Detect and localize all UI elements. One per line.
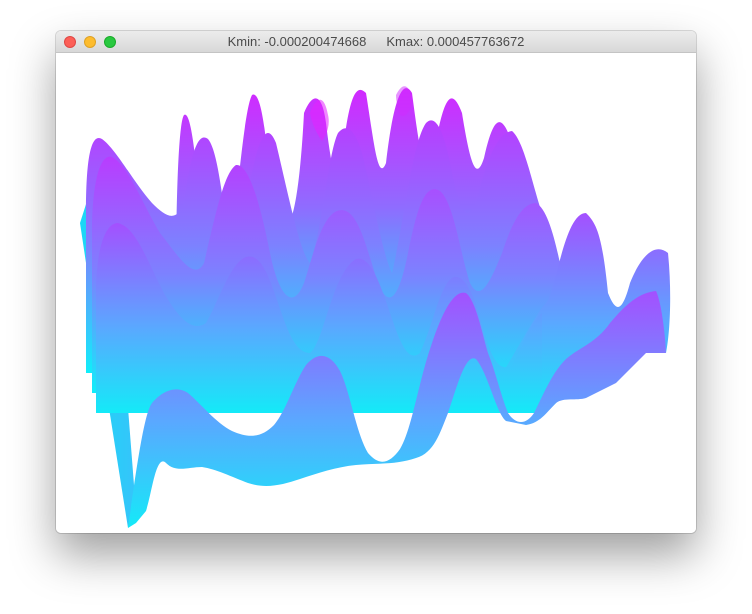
surface-plot bbox=[80, 86, 671, 528]
minimize-window-button[interactable] bbox=[84, 36, 96, 48]
title-bar[interactable]: Kmin: -0.000200474668 Kmax: 0.00045776367… bbox=[56, 31, 696, 53]
peak-highlight bbox=[310, 99, 329, 141]
kmax-label: Kmax: 0.000457763672 bbox=[386, 34, 525, 49]
close-window-button[interactable] bbox=[64, 36, 76, 48]
surface-plot-canvas[interactable] bbox=[56, 53, 696, 533]
window-title: Kmin: -0.000200474668 Kmax: 0.00045776367… bbox=[56, 31, 696, 53]
surface-row-front bbox=[128, 291, 666, 528]
kmin-label: Kmin: -0.000200474668 bbox=[227, 34, 367, 49]
peak-highlight-2 bbox=[396, 86, 412, 116]
zoom-window-button[interactable] bbox=[104, 36, 116, 48]
plot-window: Kmin: -0.000200474668 Kmax: 0.00045776367… bbox=[56, 31, 696, 533]
